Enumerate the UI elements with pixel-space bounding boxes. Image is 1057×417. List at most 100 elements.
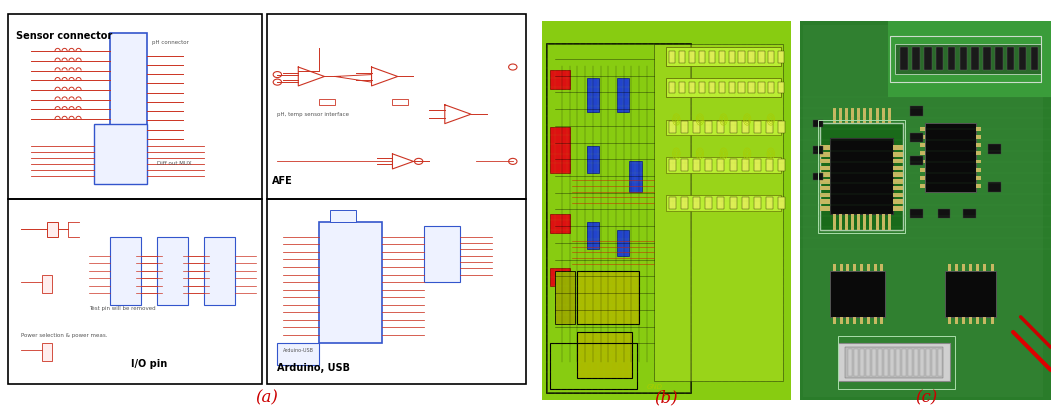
Bar [833,317,836,324]
Bar [7,199,262,384]
Bar [718,197,724,208]
Bar [577,271,639,324]
Bar [820,145,830,150]
Bar [754,197,761,208]
Bar [550,214,570,234]
Bar [902,349,906,376]
Bar [962,264,965,271]
Bar [718,121,724,133]
Bar [629,161,642,192]
Text: Sensor connector: Sensor connector [16,31,112,41]
Bar [839,264,842,271]
Bar [935,48,944,70]
Text: (b): (b) [654,389,678,407]
Bar [926,123,976,192]
Bar [766,159,773,171]
Bar [830,138,893,214]
Bar [1019,48,1026,70]
Bar [689,51,696,63]
Bar [204,237,236,305]
Bar [976,168,981,171]
Bar [910,208,923,218]
Bar [693,121,700,133]
Bar [864,108,867,123]
Bar [748,82,755,93]
Bar [845,108,848,123]
Bar [830,271,886,317]
Bar [666,196,781,211]
Bar [820,193,830,197]
Bar [893,172,903,177]
Bar [768,82,775,93]
Text: pH connector: pH connector [152,40,188,45]
Bar [920,349,925,376]
Bar [880,317,884,324]
Bar [778,197,785,208]
Bar [890,349,894,376]
Bar [912,48,920,70]
Bar [833,264,836,271]
Bar [893,193,903,197]
Text: Arduino, USB: Arduino, USB [277,363,350,373]
Bar [977,317,980,324]
Bar [277,342,319,365]
Bar [854,349,858,376]
Text: Power selection & power meas.: Power selection & power meas. [21,333,108,338]
Bar [926,349,930,376]
Bar [669,121,675,133]
Bar [948,48,956,70]
Bar [867,317,870,324]
Text: (c): (c) [914,389,938,407]
Bar [857,108,860,123]
Bar [848,349,852,376]
Bar [983,317,986,324]
Bar [921,151,926,155]
Bar [895,44,1041,74]
Bar [990,317,994,324]
Bar [971,48,979,70]
Bar [956,317,958,324]
Bar [157,237,188,305]
Bar [820,152,830,157]
Bar [699,82,705,93]
Bar [669,82,675,93]
Bar [976,184,981,188]
Bar [908,349,912,376]
Bar [976,160,981,163]
Bar [813,173,822,180]
Bar [550,70,570,89]
Bar [330,211,356,222]
Bar [921,168,926,171]
Bar [48,222,58,237]
Bar [110,237,142,305]
Bar [617,229,629,256]
Bar [654,44,783,381]
Bar [555,271,575,324]
Bar [921,184,926,188]
Bar [679,51,685,63]
Bar [681,121,688,133]
Bar [988,144,1001,153]
Bar [820,206,830,211]
Bar [758,51,764,63]
Bar [424,226,461,282]
Bar [921,127,926,131]
Bar [893,145,903,150]
Bar [948,264,951,271]
Bar [42,274,53,294]
Bar [983,48,990,70]
Bar [94,123,147,184]
Bar [977,264,980,271]
Bar [666,78,781,97]
Bar [888,108,891,123]
Bar [838,344,950,381]
Bar [778,51,784,63]
Bar [729,159,737,171]
Bar [550,344,636,389]
Bar [890,36,1041,82]
Bar [319,99,335,105]
Bar [839,317,842,324]
Bar [739,82,745,93]
Bar [893,166,903,170]
Bar [969,317,972,324]
